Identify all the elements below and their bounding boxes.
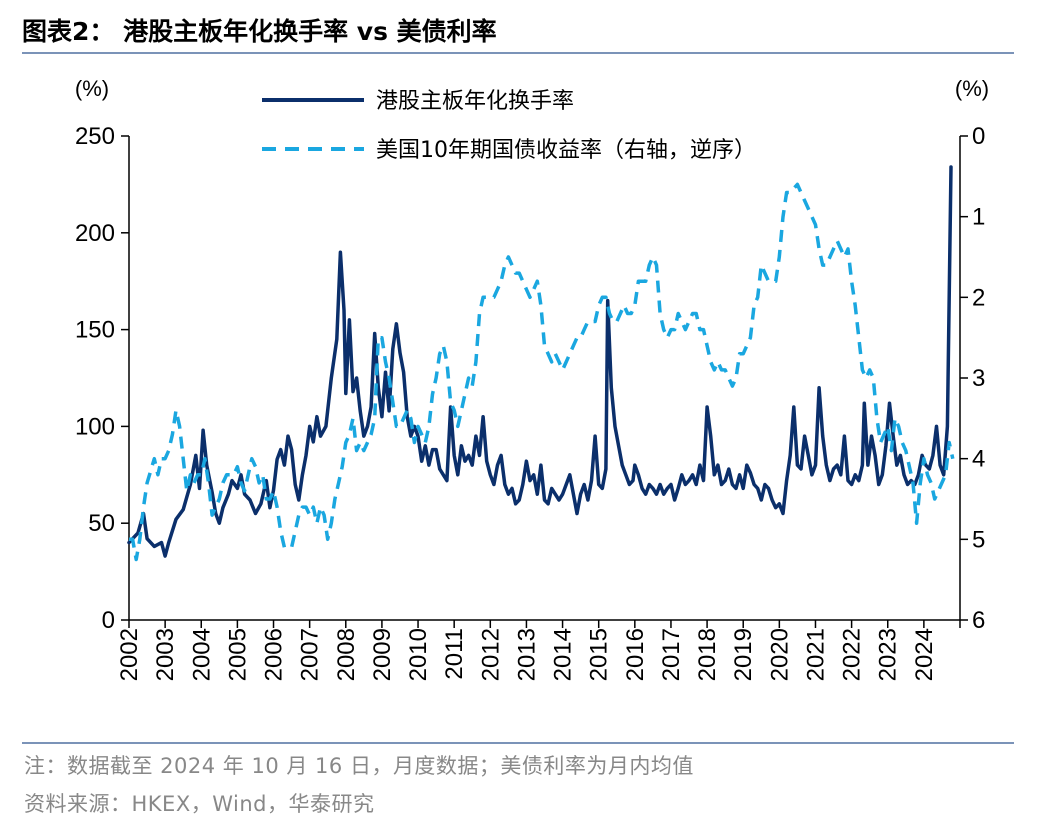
- right-axis-unit: (%): [955, 76, 989, 101]
- x-tick-label: 2015: [586, 628, 613, 681]
- x-tick-label: 2019: [730, 628, 757, 681]
- left-tick-label: 0: [102, 607, 115, 634]
- x-tick-label: 2003: [152, 628, 179, 681]
- left-tick-label: 100: [75, 413, 115, 440]
- chart: (%) (%) 0 50 100 150 200 250 0 1 2 3 4 5 6 2002 2003 20…: [75, 76, 989, 681]
- legend-label-turnover: 港股主板年化换手率: [376, 89, 574, 114]
- series-layer: [127, 165, 955, 562]
- x-tick-label: 2005: [224, 628, 251, 681]
- x-tick-label: 2009: [369, 628, 396, 681]
- series-line-turnover: [127, 165, 953, 558]
- left-tick-label: 50: [88, 510, 115, 537]
- x-tick-label: 2010: [405, 628, 432, 681]
- x-tick-label: 2024: [911, 628, 938, 681]
- x-tick-label: 2007: [297, 628, 324, 681]
- legend-label-yield: 美国10年期国债收益率（右轴，逆序）: [376, 138, 756, 163]
- legend: 港股主板年化换手率 美国10年期国债收益率（右轴，逆序）: [262, 89, 756, 163]
- x-tick-label: 2004: [188, 628, 215, 681]
- footnote: 注：数据截至 2024 年 10 月 16 日，月度数据；美债利率为月内均值: [24, 754, 694, 778]
- x-tick-label: 2023: [875, 628, 902, 681]
- x-tick-label: 2016: [622, 628, 649, 681]
- left-tick-label: 200: [75, 220, 115, 247]
- x-tick-label: 2014: [550, 628, 577, 681]
- x-tick-label: 2012: [477, 628, 504, 681]
- left-tick-label: 250: [75, 123, 115, 150]
- x-tick-label: 2002: [116, 628, 143, 681]
- x-tick-label: 2022: [839, 628, 866, 681]
- footer-rule: [22, 742, 1014, 744]
- x-tick-label: 2021: [802, 628, 829, 681]
- axes: (%) (%) 0 50 100 150 200 250 0 1 2 3 4 5 6 2002 2003 20…: [75, 76, 989, 681]
- x-tick-label: 2006: [261, 628, 288, 681]
- x-tick-label: 2020: [766, 628, 793, 681]
- x-tick-label: 2013: [513, 628, 540, 681]
- x-tick-label: 2017: [658, 628, 685, 681]
- right-tick-label: 4: [972, 446, 985, 473]
- right-tick-label: 6: [972, 607, 985, 634]
- x-tick-label: 2008: [333, 628, 360, 681]
- right-tick-label: 1: [972, 204, 985, 231]
- chart-title: 图表2： 港股主板年化换手率 vs 美债利率: [22, 17, 497, 46]
- left-axis-unit: (%): [75, 76, 109, 101]
- right-tick-label: 2: [972, 284, 985, 311]
- x-tick-label: 2018: [694, 628, 721, 681]
- x-tick-label: 2011: [441, 628, 468, 680]
- source-note: 资料来源：HKEX，Wind，华泰研究: [24, 792, 375, 816]
- right-tick-label: 0: [972, 123, 985, 150]
- series-line-yield: [129, 182, 955, 562]
- right-tick-label: 5: [972, 526, 985, 553]
- title-rule: [22, 52, 1014, 54]
- left-tick-label: 150: [75, 317, 115, 344]
- right-tick-label: 3: [972, 365, 985, 392]
